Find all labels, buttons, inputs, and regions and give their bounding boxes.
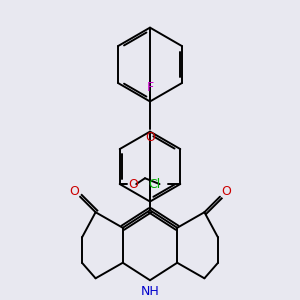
Text: F: F — [146, 81, 154, 94]
Text: O: O — [221, 185, 231, 198]
Text: O: O — [128, 178, 138, 190]
Text: Cl: Cl — [148, 178, 161, 190]
Text: NH: NH — [141, 285, 159, 298]
Text: O: O — [69, 185, 79, 198]
Text: O: O — [145, 131, 155, 144]
